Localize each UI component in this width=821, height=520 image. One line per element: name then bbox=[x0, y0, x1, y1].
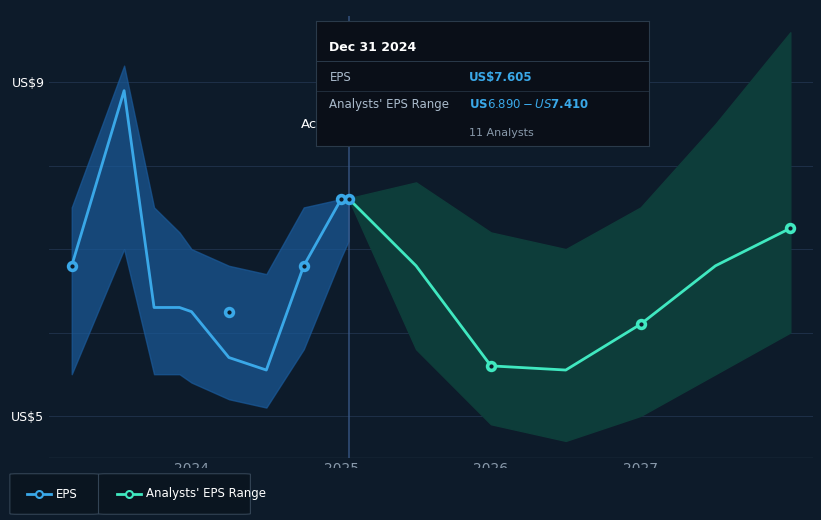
Point bbox=[335, 195, 348, 203]
FancyBboxPatch shape bbox=[99, 474, 250, 514]
Point bbox=[222, 307, 236, 316]
Point bbox=[484, 362, 498, 370]
Point bbox=[634, 320, 647, 328]
Point bbox=[65, 262, 78, 270]
Text: Actual: Actual bbox=[300, 118, 342, 131]
Text: US$6.890 - US$7.410: US$6.890 - US$7.410 bbox=[469, 98, 589, 111]
Text: 11 Analysts: 11 Analysts bbox=[469, 128, 534, 138]
Point bbox=[484, 362, 498, 370]
Text: EPS: EPS bbox=[329, 71, 351, 84]
Point bbox=[342, 194, 355, 203]
Text: Dec 31 2024: Dec 31 2024 bbox=[329, 41, 416, 54]
Point bbox=[297, 262, 310, 270]
Point bbox=[784, 224, 797, 232]
Text: Analysts Forecasts: Analysts Forecasts bbox=[360, 118, 484, 131]
Point bbox=[222, 307, 236, 316]
FancyBboxPatch shape bbox=[10, 474, 99, 514]
Point bbox=[297, 262, 310, 270]
Point bbox=[784, 224, 797, 232]
Point bbox=[634, 320, 647, 328]
Point bbox=[65, 262, 78, 270]
Point bbox=[335, 195, 348, 203]
Text: Analysts' EPS Range: Analysts' EPS Range bbox=[329, 98, 449, 111]
Text: Analysts' EPS Range: Analysts' EPS Range bbox=[146, 488, 266, 500]
Text: US$7.605: US$7.605 bbox=[469, 71, 533, 84]
Point bbox=[342, 194, 355, 203]
Text: EPS: EPS bbox=[56, 488, 77, 500]
